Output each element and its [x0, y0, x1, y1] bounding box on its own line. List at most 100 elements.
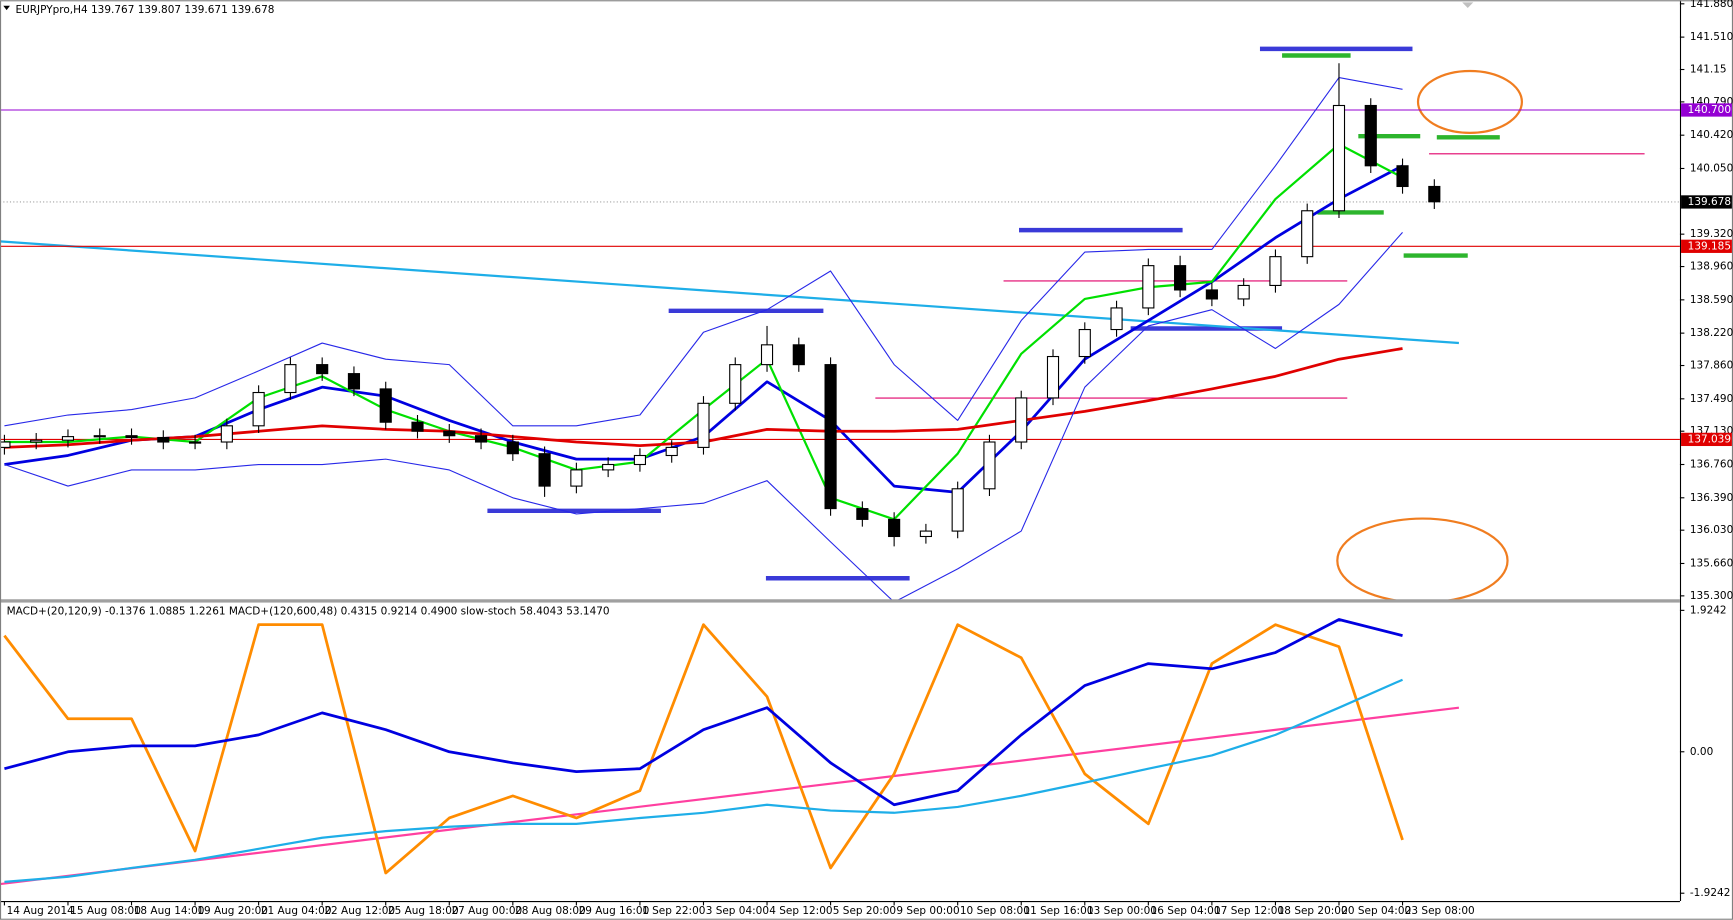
candle-body — [633, 454, 647, 466]
candle-body — [919, 530, 932, 538]
price-panel — [0, 46, 1680, 601]
candle-body — [1396, 165, 1409, 188]
candle-body — [252, 391, 265, 427]
x-tick-label: 10 Sep 08:00 — [960, 905, 1030, 917]
x-tick-label: 15 Aug 08:00 — [70, 905, 141, 917]
panel-separator — [0, 599, 1680, 603]
y-tick-label: 138.220 — [1690, 327, 1733, 339]
x-tick-label: 21 Aug 04:00 — [261, 905, 332, 917]
candle-body — [602, 463, 615, 471]
y-tick-label: 139.320 — [1690, 228, 1733, 240]
candle-body — [474, 435, 488, 443]
x-tick-label: 3 Sep 04:00 — [706, 905, 769, 917]
y-tick-label: 135.660 — [1690, 557, 1733, 569]
price-label: 137.039 — [1688, 433, 1731, 445]
y-tick-label: 141.510 — [1690, 31, 1733, 43]
indicator-line — [4, 231, 1403, 601]
candle-body — [1015, 397, 1028, 443]
x-tick-label: 29 Aug 16:00 — [579, 905, 650, 917]
y-tick-label: 138.960 — [1690, 261, 1733, 273]
candle-body — [538, 453, 551, 487]
candle-body — [316, 364, 329, 375]
candle-body — [1301, 210, 1314, 258]
candle-body — [379, 388, 392, 423]
candle-body — [1428, 185, 1441, 203]
candle-body — [983, 441, 996, 490]
candle-body — [729, 364, 742, 404]
price-label-box — [1681, 195, 1732, 209]
x-tick-label: 18 Aug 14:00 — [134, 905, 205, 917]
y-tick-label: -1.9242 — [1690, 887, 1730, 899]
candle-body — [411, 421, 424, 432]
candle-body — [1142, 265, 1155, 309]
x-tick-label: 19 Aug 20:00 — [197, 905, 268, 917]
y-tick-label: 138.590 — [1690, 294, 1733, 306]
highlight-ellipse — [1336, 517, 1509, 601]
candle-body — [1174, 265, 1187, 291]
candle-body — [125, 435, 138, 439]
x-tick-label: 17 Sep 12:00 — [1214, 905, 1284, 917]
x-tick-label: 13 Sep 00:00 — [1087, 905, 1157, 917]
candle-body — [888, 518, 901, 538]
y-tick-label: 1.9242 — [1690, 604, 1727, 616]
candle-body — [1332, 104, 1346, 212]
candle-body — [220, 425, 233, 443]
panel-title: MACD+(20,120,9) -0.1376 1.0885 1.2261 MA… — [7, 605, 610, 617]
indicator-line — [4, 618, 1403, 807]
trend-line — [0, 240, 1459, 345]
chart-title: EURJPYpro,H4 139.767 139.807 139.671 139… — [15, 4, 274, 16]
candle-body — [157, 436, 170, 443]
candle-body — [1046, 355, 1060, 399]
y-tick-label: 140.050 — [1690, 162, 1733, 174]
candle-body — [951, 488, 964, 532]
candle-body — [792, 344, 805, 366]
x-tick-label: 4 Sep 12:00 — [769, 905, 832, 917]
candle-body — [506, 441, 519, 455]
candle-body — [697, 402, 710, 448]
x-tick-label: 5 Sep 20:00 — [833, 905, 896, 917]
candle-body — [443, 430, 456, 437]
y-tick-label: 140.420 — [1690, 129, 1733, 141]
candle-body — [570, 469, 583, 487]
indicator-line — [4, 678, 1403, 883]
x-tick-label: 25 Aug 18:00 — [388, 905, 459, 917]
shift-marker — [1462, 2, 1474, 8]
trend-line — [0, 706, 1460, 886]
candle-body — [188, 441, 202, 444]
y-tick-label: 136.760 — [1690, 459, 1733, 471]
x-tick-label: 27 Aug 00:00 — [451, 905, 522, 917]
y-tick-label: 141.15 — [1690, 64, 1727, 76]
x-tick-label: 11 Sep 16:00 — [1023, 905, 1093, 917]
y-tick-label: 135.300 — [1690, 590, 1733, 602]
candle-body — [1078, 328, 1091, 358]
y-tick-label: 137.860 — [1690, 360, 1733, 372]
x-tick-label: 28 Aug 08:00 — [515, 905, 586, 917]
candle-body — [1364, 104, 1377, 167]
candle-body — [30, 439, 43, 443]
price-label-box — [1681, 432, 1732, 447]
y-tick-label: 136.030 — [1690, 524, 1733, 536]
x-tick-label: 1 Sep 22:00 — [642, 905, 705, 917]
price-label: 140.700 — [1688, 104, 1731, 116]
y-tick-label: 0.00 — [1690, 746, 1713, 758]
candle-body — [1269, 256, 1282, 287]
x-tick-label: 14 Aug 2014 — [7, 905, 74, 917]
x-tick-label: 18 Sep 20:00 — [1278, 905, 1348, 917]
candle-body — [824, 364, 837, 510]
price-label-box — [1681, 239, 1732, 253]
x-tick-label: 16 Sep 04:00 — [1151, 905, 1221, 917]
indicator-line — [4, 77, 1403, 427]
candle-body — [1110, 307, 1123, 331]
candle-body — [93, 435, 106, 438]
indicator-line — [3, 623, 1404, 875]
candle-body — [665, 446, 678, 457]
candle-body — [1205, 289, 1218, 300]
x-tick-label: 23 Sep 08:00 — [1405, 905, 1475, 917]
y-tick-label: 137.490 — [1690, 393, 1733, 405]
candle-body — [760, 344, 774, 366]
y-tick-label: 136.390 — [1690, 492, 1733, 504]
price-label: 139.678 — [1688, 196, 1731, 208]
